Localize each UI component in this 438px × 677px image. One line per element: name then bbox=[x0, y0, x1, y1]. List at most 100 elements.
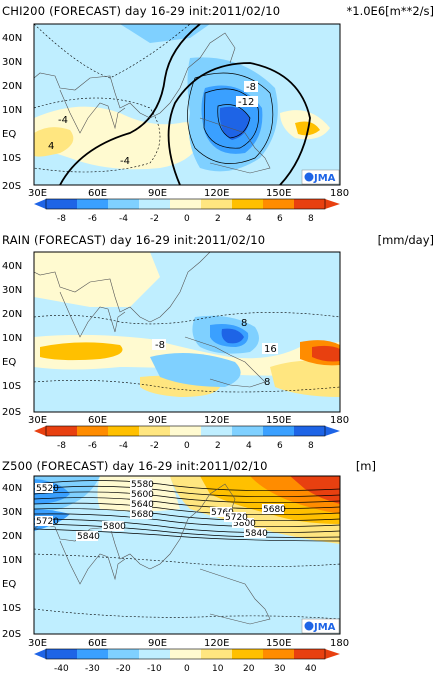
z500-cb-0: 0 bbox=[184, 664, 190, 674]
z500-jma-text: JMA bbox=[313, 622, 336, 633]
z500-lon-30e: 30E bbox=[28, 638, 47, 649]
z500-label-5760: 5760 bbox=[211, 508, 234, 518]
chi200-label-m8: -8 bbox=[246, 82, 256, 93]
z500-label-5680: 5680 bbox=[131, 510, 154, 520]
z500-map: 40N 30N 20N 10N EQ 10S 20S 30E 60E 90E 1… bbox=[2, 475, 349, 674]
z500-label-5840: 5840 bbox=[77, 532, 100, 542]
chi200-lat-eq: EQ bbox=[2, 129, 16, 140]
chi200-label-m4b: -4 bbox=[58, 115, 68, 126]
z500-cb-30: 30 bbox=[274, 664, 286, 674]
rain-label-8b: 8 bbox=[264, 377, 270, 388]
z500-label-5680b: 5680 bbox=[263, 505, 286, 515]
rain-lat-40n: 40N bbox=[2, 261, 22, 272]
z500-lat-20s: 20S bbox=[2, 629, 21, 640]
chi200-lat-30n: 30N bbox=[2, 57, 22, 68]
chi200-label-4: 4 bbox=[48, 141, 54, 152]
chi200-lon-90e: 90E bbox=[148, 188, 167, 199]
rain-label-m8: -8 bbox=[155, 340, 165, 351]
rain-lon-120e: 120E bbox=[204, 415, 229, 426]
z500-label-5720: 5720 bbox=[36, 517, 59, 527]
chi200-label-m12: -12 bbox=[238, 97, 254, 108]
z500-label-5800b: 5800 bbox=[233, 519, 256, 529]
rain-colorbar bbox=[34, 425, 340, 437]
z500-unit: [m] bbox=[355, 459, 376, 473]
z500-cb-m30: -30 bbox=[85, 664, 100, 674]
chi200-jma-text: JMA bbox=[313, 173, 336, 184]
z500-lat-10s: 10S bbox=[2, 603, 21, 614]
chi200-colorbar bbox=[34, 198, 340, 210]
z500-label-5580: 5580 bbox=[131, 480, 154, 490]
z500-colorbar bbox=[34, 648, 340, 660]
z500-label-5520: 5520 bbox=[36, 484, 59, 494]
chi200-cb-2: 2 bbox=[215, 214, 221, 224]
rain-lat-20n: 20N bbox=[2, 309, 22, 320]
chi200-title: CHI200 (FORECAST) day 16-29 init:2011/02… bbox=[2, 4, 281, 18]
rain-cb-m6: -6 bbox=[88, 441, 97, 451]
chi200-map: 40N 30N 20N 10N EQ 10S 20S 30E 60E 90E 1… bbox=[2, 23, 349, 224]
chi200-cb-m2: -2 bbox=[150, 214, 159, 224]
z500-label-5720b: 5720 bbox=[225, 513, 248, 523]
z500-cb-10: 10 bbox=[212, 664, 224, 674]
z500-lat-30n: 30N bbox=[2, 507, 22, 518]
rain-lat-10s: 10S bbox=[2, 381, 21, 392]
rain-lon-150e: 150E bbox=[266, 415, 291, 426]
rain-cb-0: 0 bbox=[184, 441, 190, 451]
z500-title: Z500 (FORECAST) day 16-29 init:2011/02/1… bbox=[2, 459, 268, 473]
z500-lon-60e: 60E bbox=[88, 638, 107, 649]
chi200-cb-4: 4 bbox=[246, 214, 252, 224]
chi200-lon-60e: 60E bbox=[88, 188, 107, 199]
z500-label-5600: 5600 bbox=[131, 490, 154, 500]
chi200-lon-30e: 30E bbox=[28, 188, 47, 199]
z500-cb-m20: -20 bbox=[116, 664, 131, 674]
chi200-lon-180: 180 bbox=[330, 188, 349, 199]
z500-cb-40: 40 bbox=[305, 664, 317, 674]
rain-cb-m2: -2 bbox=[150, 441, 159, 451]
rain-map: 40N 30N 20N 10N EQ 10S 20S 30E 60E 90E 1… bbox=[2, 251, 349, 451]
z500-cb-m10: -10 bbox=[147, 664, 162, 674]
chi200-cb-m4: -4 bbox=[119, 214, 128, 224]
chi200-lat-10s: 10S bbox=[2, 153, 21, 164]
z500-lat-20n: 20N bbox=[2, 531, 22, 542]
rain-cb-8: 8 bbox=[308, 441, 314, 451]
rain-lon-60e: 60E bbox=[88, 415, 107, 426]
rain-cb-6: 6 bbox=[277, 441, 283, 451]
z500-lon-120e: 120E bbox=[204, 638, 229, 649]
z500-cb-20: 20 bbox=[243, 664, 255, 674]
rain-lat-30n: 30N bbox=[2, 285, 22, 296]
chi200-lat-20n: 20N bbox=[2, 81, 22, 92]
z500-jma-logo: JMA bbox=[301, 618, 340, 634]
z500-label-5800: 5800 bbox=[103, 522, 126, 532]
rain-cb-m8: -8 bbox=[57, 441, 66, 451]
chi200-lon-120e: 120E bbox=[204, 188, 229, 199]
chi200-label-m4a: -4 bbox=[120, 156, 130, 167]
rain-title: RAIN (FORECAST) day 16-29 init:2011/02/1… bbox=[2, 233, 266, 247]
chi200-unit: *1.0E6[m**2/s] bbox=[346, 4, 434, 18]
z500-label-5640: 5640 bbox=[131, 500, 154, 510]
rain-lon-90e: 90E bbox=[148, 415, 167, 426]
rain-unit: [mm/day] bbox=[377, 233, 434, 247]
z500-label-5840b: 5840 bbox=[245, 529, 268, 539]
rain-label-8a: 8 bbox=[241, 318, 247, 329]
chi200-cb-0: 0 bbox=[184, 214, 190, 224]
z500-lat-40n: 40N bbox=[2, 483, 22, 494]
chi200-cb-m8: -8 bbox=[57, 214, 66, 224]
rain-lat-eq: EQ bbox=[2, 357, 16, 368]
chi200-lat-20s: 20S bbox=[2, 181, 21, 192]
chi200-lat-10n: 10N bbox=[2, 105, 22, 116]
z500-lon-90e: 90E bbox=[148, 638, 167, 649]
chi200-cb-8: 8 bbox=[308, 214, 314, 224]
rain-lat-20s: 20S bbox=[2, 407, 21, 418]
rain-cb-4: 4 bbox=[246, 441, 252, 451]
chi200-lat-40n: 40N bbox=[2, 33, 22, 44]
chi200-jma-logo: JMA bbox=[301, 169, 340, 185]
rain-lon-30e: 30E bbox=[28, 415, 47, 426]
z500-lat-eq: EQ bbox=[2, 579, 16, 590]
rain-lon-180: 180 bbox=[330, 415, 349, 426]
rain-label-16: 16 bbox=[264, 344, 277, 355]
chi200-lon-150e: 150E bbox=[266, 188, 291, 199]
z500-lon-180: 180 bbox=[330, 638, 349, 649]
chi200-cb-6: 6 bbox=[277, 214, 283, 224]
rain-lat-10n: 10N bbox=[2, 333, 22, 344]
rain-cb-2: 2 bbox=[215, 441, 221, 451]
z500-lat-10n: 10N bbox=[2, 555, 22, 566]
